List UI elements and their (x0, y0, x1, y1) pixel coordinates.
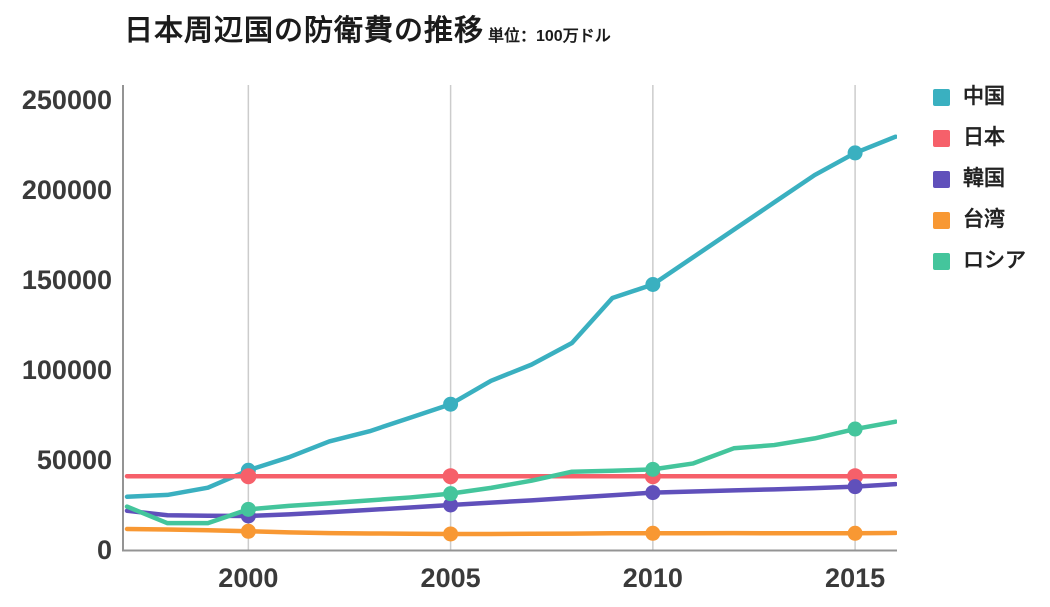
x-tick-label-2010: 2010 (622, 563, 683, 593)
marker-russia-2005 (443, 486, 459, 502)
legend-swatch-korea (933, 170, 950, 188)
marker-korea-2005 (443, 497, 459, 513)
legend-swatch-russia (933, 252, 950, 270)
legend-label-japan: 日本 (963, 126, 1005, 149)
legend-item-russia: ロシア (933, 250, 1026, 272)
y-tick-label-150000: 150000 (21, 265, 112, 295)
x-tick-label-2015: 2015 (825, 563, 886, 593)
y-tick-label-0: 0 (96, 535, 112, 565)
legend-swatch-japan (933, 129, 950, 147)
x-tick-label-2005: 2005 (420, 563, 481, 593)
marker-russia-2015 (847, 421, 863, 437)
marker-taiwan-2000 (240, 523, 256, 539)
y-tick-label-100000: 100000 (21, 355, 112, 385)
marker-taiwan-2015 (847, 525, 863, 541)
marker-japan-2015 (847, 468, 864, 485)
legend-swatch-china (933, 88, 950, 106)
y-tick-label-50000: 50000 (36, 445, 112, 475)
y-tick-label-250000: 250000 (21, 85, 112, 115)
legend-label-china: 中国 (963, 85, 1005, 108)
legend-item-china: 中国 (933, 86, 1026, 108)
legend-label-russia: ロシア (963, 249, 1026, 272)
marker-russia-2000 (240, 501, 256, 517)
x-tick-label-2000: 2000 (218, 563, 279, 593)
marker-japan-2005 (442, 468, 459, 485)
marker-china-2005 (443, 396, 459, 412)
chart-title: 日本周辺国の防衛費の推移 (124, 15, 485, 47)
marker-korea-2015 (847, 479, 863, 495)
plot-area (122, 85, 897, 552)
marker-taiwan-2005 (443, 526, 459, 542)
legend-item-korea: 韓国 (933, 168, 1026, 190)
marker-china-2015 (847, 145, 863, 161)
marker-japan-2000 (240, 468, 257, 485)
legend-label-taiwan: 台湾 (963, 208, 1005, 231)
legend-swatch-taiwan (933, 211, 950, 229)
legend-item-japan: 日本 (933, 127, 1026, 149)
marker-russia-2010 (645, 461, 661, 477)
marker-china-2010 (645, 277, 661, 292)
legend-item-taiwan: 台湾 (933, 209, 1026, 231)
legend: 中国日本韓国台湾ロシア (933, 86, 1026, 291)
marker-taiwan-2010 (645, 525, 661, 541)
marker-korea-2010 (645, 485, 661, 501)
chart-unit-label: 単位：100万ドル (488, 28, 611, 45)
y-tick-label-200000: 200000 (21, 175, 112, 205)
legend-label-korea: 韓国 (963, 167, 1005, 190)
